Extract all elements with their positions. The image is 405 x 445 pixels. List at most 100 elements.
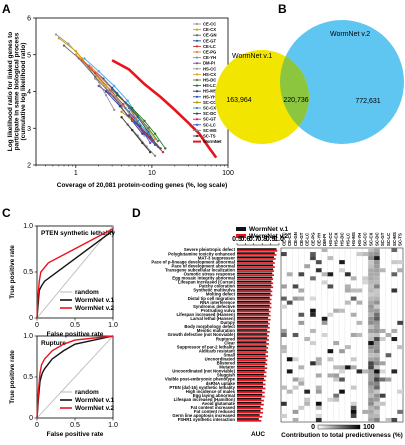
panel-a-point <box>118 105 122 108</box>
panel-d-heatmap: CE-CC CE-CX CE-GN CE-GT CE-LC CE-PG CE-YH DM-PI… <box>280 232 404 439</box>
d-heatmap-cell <box>356 288 363 293</box>
panel-a-point <box>141 132 144 135</box>
panel-a-point <box>113 84 116 88</box>
d-heatmap-cell <box>286 272 293 277</box>
d-heatmap-column-label: CE-PG <box>310 232 315 246</box>
d-heatmap-cell <box>368 276 374 281</box>
d-heatmap-cell <box>368 256 374 261</box>
d-heatmap-cell <box>368 328 374 333</box>
d-legend-label-v1: WormNet v.1 <box>249 226 289 233</box>
d-category-label: Growth defective (not Nonviable) <box>168 332 236 337</box>
d-heatmap-column-label: SC-CX <box>369 232 374 246</box>
d-bar-v2 <box>237 339 269 341</box>
panel-a-point <box>120 110 123 113</box>
d-heatmap-cell <box>344 288 351 293</box>
d-heatmap-cell <box>362 280 369 285</box>
d-heatmap-cell <box>281 413 287 418</box>
d-category-label: Aldicarb resistant <box>199 348 236 353</box>
panel-a-point <box>130 117 134 121</box>
d-heatmap-cell <box>298 296 305 301</box>
d-heatmap-cell <box>368 337 374 342</box>
d-category-label: Lifespan increased (Curran) <box>178 280 236 285</box>
panel-a-point <box>164 147 167 150</box>
d-category-label: Blistered <box>217 361 236 366</box>
d-heatmap-cell <box>379 377 386 382</box>
panel-a-y-tick-label: 2 <box>27 163 31 170</box>
panel-a-point <box>97 84 100 88</box>
panel-c-pten-roc: PTEN synthetic lethality 00 0.5 0.5 1.0 1.0 Fa… <box>9 223 118 338</box>
panel-a-series-sc-ts <box>120 116 152 154</box>
d-bar-v2 <box>237 294 273 297</box>
panel-a-series-hs-lc <box>115 93 167 150</box>
d-heatmap-cell <box>350 332 357 338</box>
d-bar-v1 <box>237 272 273 275</box>
d-heatmap-cell <box>368 312 374 317</box>
d-category-label: Pace of development abnormal <box>171 263 235 268</box>
d-heatmap-cell <box>373 300 380 305</box>
d-heatmap-cell <box>310 328 316 333</box>
d-heatmap-column-label: SC-GT <box>380 232 385 246</box>
d-bar-v1 <box>237 373 264 376</box>
panel-a-legend-label: SC-CX <box>203 106 216 111</box>
panel-a-line-sc-dc <box>128 115 161 149</box>
d-heatmap-cell <box>397 320 403 325</box>
d-bar-v1 <box>237 325 269 327</box>
d-heatmap-cell <box>368 357 374 362</box>
roc-pten-y-label: True positive rate <box>9 245 16 299</box>
d-heatmap-cell <box>373 248 380 253</box>
d-heatmap-cell <box>344 345 351 350</box>
panel-a-point <box>104 93 108 97</box>
panel-a-legend-label: SC-LC <box>203 122 216 127</box>
d-heatmap-cell <box>321 248 328 253</box>
d-heatmap-cell <box>397 268 403 273</box>
d-heatmap-cell <box>327 312 334 317</box>
d-heatmap-cell <box>373 361 380 366</box>
panel-a-legend-marker <box>195 78 199 82</box>
d-bar-v1 <box>237 389 263 392</box>
panel-letter-a: A <box>2 2 11 16</box>
d-bar-v2 <box>237 286 274 289</box>
d-category-label: Meiotic maturation <box>197 328 236 333</box>
d-heatmap-cell <box>339 308 345 313</box>
panel-a-legend-marker <box>195 73 199 76</box>
d-bar-v1 <box>237 337 268 339</box>
d-heatmap-cell <box>373 296 380 301</box>
d-heatmap-cell <box>373 369 380 374</box>
panel-a-point <box>149 141 152 145</box>
d-heatmap-cell <box>298 381 305 386</box>
d-category-label: PTEN (daf-16) synthetic lethality <box>169 385 235 390</box>
d-heatmap-cell <box>315 361 322 366</box>
d-heatmap-cell <box>333 397 340 402</box>
d-category-label: Uncoordinated (not Nonviable) <box>172 369 235 374</box>
d-heatmap-cell <box>373 292 380 297</box>
panel-letter-b: B <box>278 2 287 16</box>
d-heatmap-cell <box>333 365 340 370</box>
d-bar-v1 <box>237 401 262 404</box>
d-heatmap-cell <box>356 300 363 305</box>
d-category-label: Avoid glutamate <box>202 401 236 406</box>
panel-a-legend-marker <box>195 134 199 138</box>
d-bar-v2 <box>237 270 274 272</box>
d-category-label: Dumpy <box>220 320 235 325</box>
d-heatmap-cell <box>373 316 380 321</box>
panel-a-legend-label: CE-YH <box>203 55 216 60</box>
panel-a-legend-label: CE-GN <box>203 33 217 38</box>
d-heatmap-cell <box>298 405 305 410</box>
panel-a-point <box>74 49 77 53</box>
d-heatmap-cell <box>339 268 345 273</box>
d-category-label: Syndromic defective <box>193 304 236 309</box>
d-heatmap-cell <box>373 260 380 265</box>
d-heatmap-cell <box>373 276 380 281</box>
d-category-label: Molting defect <box>206 292 236 297</box>
d-heatmap-scale-max: 100 <box>363 424 375 431</box>
d-heatmap-cell <box>292 296 299 301</box>
d-heatmap-cell <box>350 401 357 406</box>
d-heatmap-cell <box>286 389 293 394</box>
d-bar-v1 <box>237 260 274 263</box>
panel-a-point <box>147 127 150 130</box>
d-bar-v2 <box>237 379 266 382</box>
d-bar-v2 <box>237 363 268 366</box>
panel-a-legend-label: HS-LC <box>203 83 216 88</box>
d-heatmap-cell <box>368 341 374 346</box>
